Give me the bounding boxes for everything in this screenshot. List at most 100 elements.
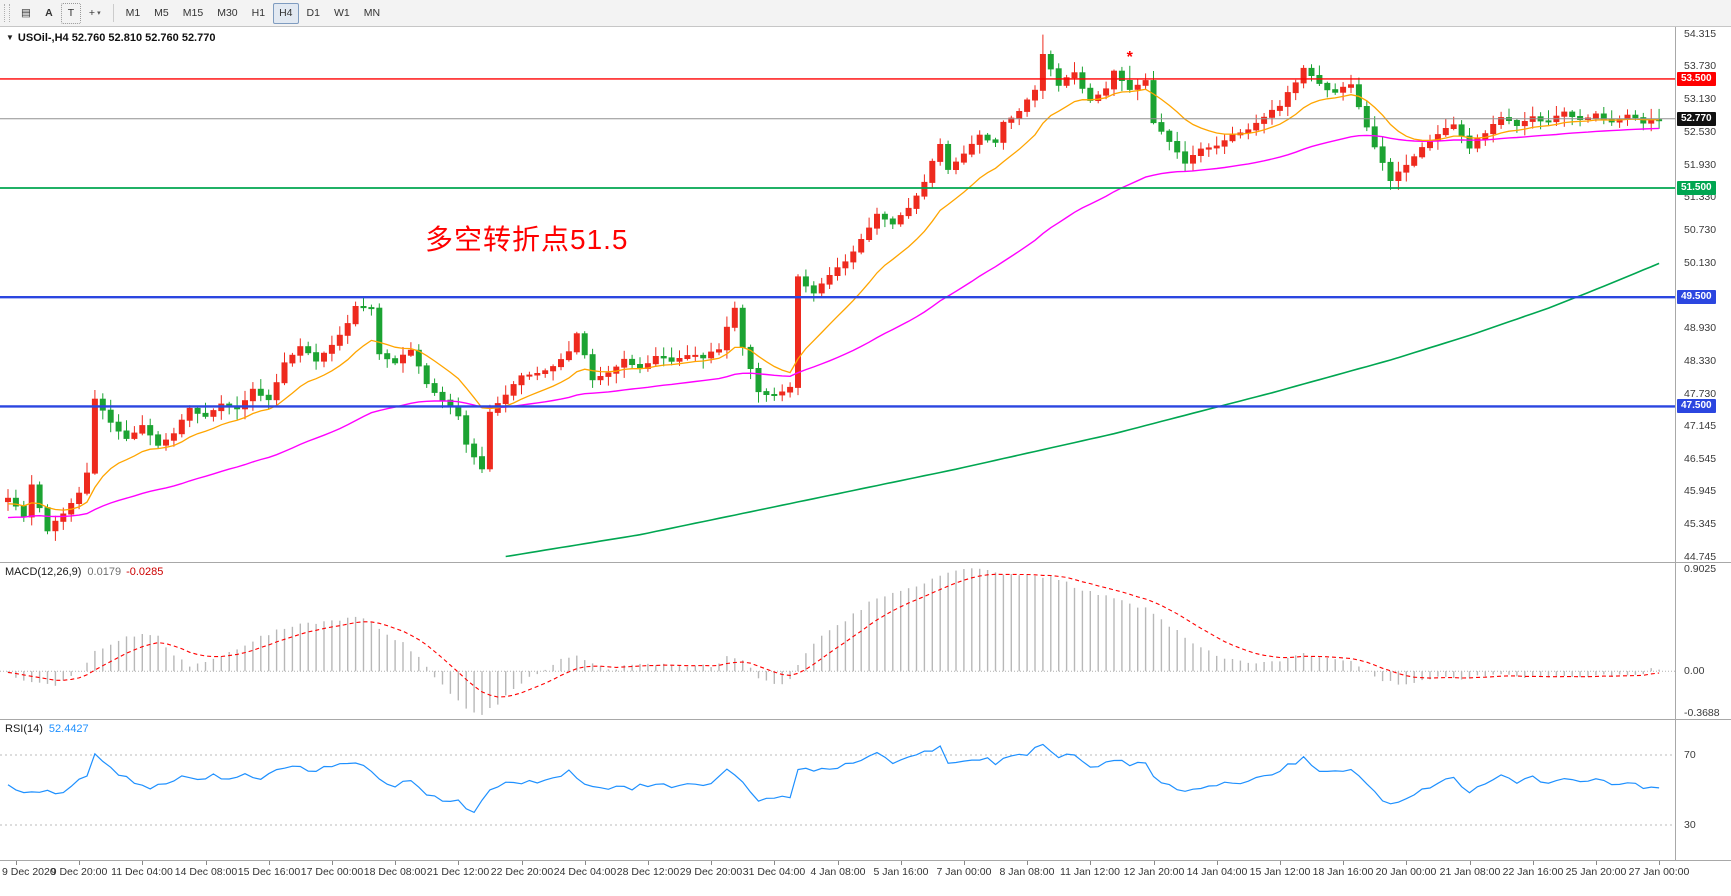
rsi-indicator[interactable] — [0, 720, 1675, 860]
price-tick-label: 44.745 — [1684, 550, 1717, 563]
time-tick-label: 11 Jan 12:00 — [1060, 866, 1120, 878]
time-tick-label: 7 Jan 00:00 — [936, 866, 992, 878]
time-tick-label: 18 Dec 08:00 — [363, 866, 427, 878]
time-tick — [395, 861, 396, 865]
macd-indicator[interactable] — [0, 563, 1675, 719]
candlestick-chart[interactable]: * — [0, 27, 1675, 562]
price-tick-label: 54.315 — [1684, 28, 1717, 41]
time-tick-label: 15 Jan 12:00 — [1249, 866, 1311, 878]
time-tick-label: 14 Dec 08:00 — [174, 866, 238, 878]
time-tick-label: 15 Dec 16:00 — [237, 866, 301, 878]
time-tick-label: 18 Jan 16:00 — [1312, 866, 1374, 878]
time-tick-label: 28 Dec 12:00 — [616, 866, 680, 878]
price-badge: 47.500 — [1677, 399, 1716, 414]
time-tick-label: 22 Jan 16:00 — [1502, 866, 1564, 878]
macd-name: MACD(12,26,9) — [5, 566, 82, 578]
chevron-down-icon: ▾ — [97, 10, 101, 17]
time-tick-label: 11 Dec 04:00 — [111, 866, 173, 878]
price-tick-label: 46.545 — [1684, 452, 1717, 465]
time-tick — [16, 861, 17, 865]
time-tick — [1533, 861, 1534, 865]
time-tick — [458, 861, 459, 865]
price-tick-label: 47.145 — [1684, 419, 1717, 432]
rsi-name: RSI(14) — [5, 723, 43, 735]
symbol-name: USOil-,H4 — [17, 32, 69, 44]
time-tick-label: 12 Jan 20:00 — [1123, 866, 1185, 878]
time-tick — [1090, 861, 1091, 865]
crosshair-tool[interactable]: + ▾ — [83, 3, 107, 24]
time-tick-label: 17 Dec 00:00 — [300, 866, 364, 878]
symbol-dropdown-icon[interactable]: ▼ — [6, 33, 14, 42]
panel-separator[interactable] — [0, 562, 1731, 563]
time-tick — [522, 861, 523, 865]
toolbar-separator — [112, 4, 114, 22]
price-tick-label: 53.730 — [1684, 60, 1717, 73]
price-badge: 51.500 — [1677, 181, 1716, 196]
rsi-axis-label: 30 — [1684, 819, 1696, 831]
time-tick-label: 31 Dec 04:00 — [742, 866, 806, 878]
time-tick-label: 4 Jan 08:00 — [810, 866, 866, 878]
timeframe-button-m5[interactable]: M5 — [148, 3, 175, 24]
macd-axis-label: -0.3688 — [1684, 707, 1720, 719]
chart-annotation: 多空转折点51.5 — [425, 224, 629, 255]
text-box-tool[interactable]: T — [60, 2, 81, 24]
macd-signal-value: -0.0285 — [126, 566, 164, 578]
macd-axis-label: 0.9025 — [1684, 563, 1717, 575]
macd-main-value: 0.0179 — [87, 566, 122, 578]
price-tick-label: 52.530 — [1684, 125, 1717, 138]
time-tick — [269, 861, 270, 865]
chart-list-icon[interactable]: ▤ — [15, 3, 37, 24]
time-tick-label: 22 Dec 20:00 — [490, 866, 554, 878]
timeframe-button-mn[interactable]: MN — [358, 3, 386, 24]
ma-fast-line — [7, 88, 1660, 511]
time-tick — [142, 861, 143, 865]
timeframe-button-h1[interactable]: H1 — [246, 3, 271, 24]
toolbar-drag-handle[interactable] — [4, 4, 10, 22]
crosshair-icon: + — [88, 7, 96, 19]
timeframe-button-m30[interactable]: M30 — [211, 3, 243, 24]
toolbar: ▤ A T + ▾ M1 M5 M15 M30 H1 H4 D1 W1 MN — [0, 0, 1731, 27]
macd-signal-line — [7, 573, 1660, 698]
time-tick — [1470, 861, 1471, 865]
panel-separator[interactable] — [0, 719, 1731, 720]
price-tick-label: 48.930 — [1684, 322, 1717, 335]
time-tick — [774, 861, 775, 865]
ma-slow-line — [7, 127, 1660, 519]
price-tick-label: 48.330 — [1684, 355, 1717, 368]
price-badge: 49.500 — [1677, 290, 1716, 305]
price-tick-label: 51.930 — [1684, 158, 1717, 171]
ma-long-line — [505, 262, 1660, 558]
price-tick-label: 45.345 — [1684, 518, 1717, 531]
time-tick — [1280, 861, 1281, 865]
price-badge: 52.770 — [1677, 111, 1716, 126]
time-tick — [206, 861, 207, 865]
rsi-axis-label: 70 — [1684, 749, 1696, 761]
time-tick — [838, 861, 839, 865]
time-tick — [1596, 861, 1597, 865]
price-tick-label: 50.130 — [1684, 256, 1717, 269]
time-tick — [648, 861, 649, 865]
price-tick-label: 50.730 — [1684, 224, 1717, 237]
timeframe-button-m1[interactable]: M1 — [120, 3, 147, 24]
price-tick-label: 45.945 — [1684, 485, 1717, 498]
time-tick — [1217, 861, 1218, 865]
price-tick-label: 53.130 — [1684, 93, 1717, 106]
rsi-value: 52.4427 — [48, 723, 89, 735]
timeframe-button-d1[interactable]: D1 — [301, 3, 326, 24]
ohlc-info[interactable]: ▼ USOil-,H4 52.760 52.810 52.760 52.770 — [6, 32, 215, 44]
time-tick-label: 24 Dec 04:00 — [553, 866, 617, 878]
time-tick-label: 20 Jan 00:00 — [1375, 866, 1437, 878]
price-tick-label: 47.730 — [1684, 387, 1717, 400]
timeframe-button-m15[interactable]: M15 — [177, 3, 209, 24]
price-badge: 53.500 — [1677, 71, 1716, 86]
time-tick — [1659, 861, 1660, 865]
timeframe-button-h4[interactable]: H4 — [273, 2, 299, 24]
time-tick — [1027, 861, 1028, 865]
rsi-label: RSI(14) 52.4427 — [5, 723, 89, 735]
timeframe-button-w1[interactable]: W1 — [328, 3, 356, 24]
time-tick — [901, 861, 902, 865]
price-axis-line — [1675, 27, 1676, 860]
time-tick — [1406, 861, 1407, 865]
time-tick — [964, 861, 965, 865]
text-label-tool[interactable]: A — [39, 3, 59, 24]
